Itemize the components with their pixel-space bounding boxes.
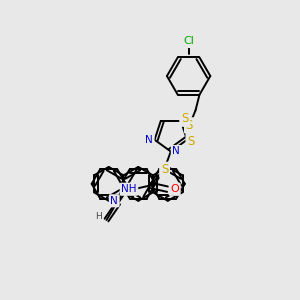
Text: H: H: [95, 212, 102, 221]
Text: S: S: [187, 135, 195, 148]
Text: N: N: [145, 135, 153, 145]
Text: O: O: [170, 184, 179, 194]
Text: NH: NH: [121, 184, 137, 194]
Text: N: N: [110, 196, 118, 206]
Text: S: S: [186, 119, 193, 132]
Text: N: N: [172, 146, 180, 157]
Text: Cl: Cl: [183, 36, 194, 46]
Text: S: S: [181, 112, 188, 125]
Text: S: S: [161, 164, 168, 176]
